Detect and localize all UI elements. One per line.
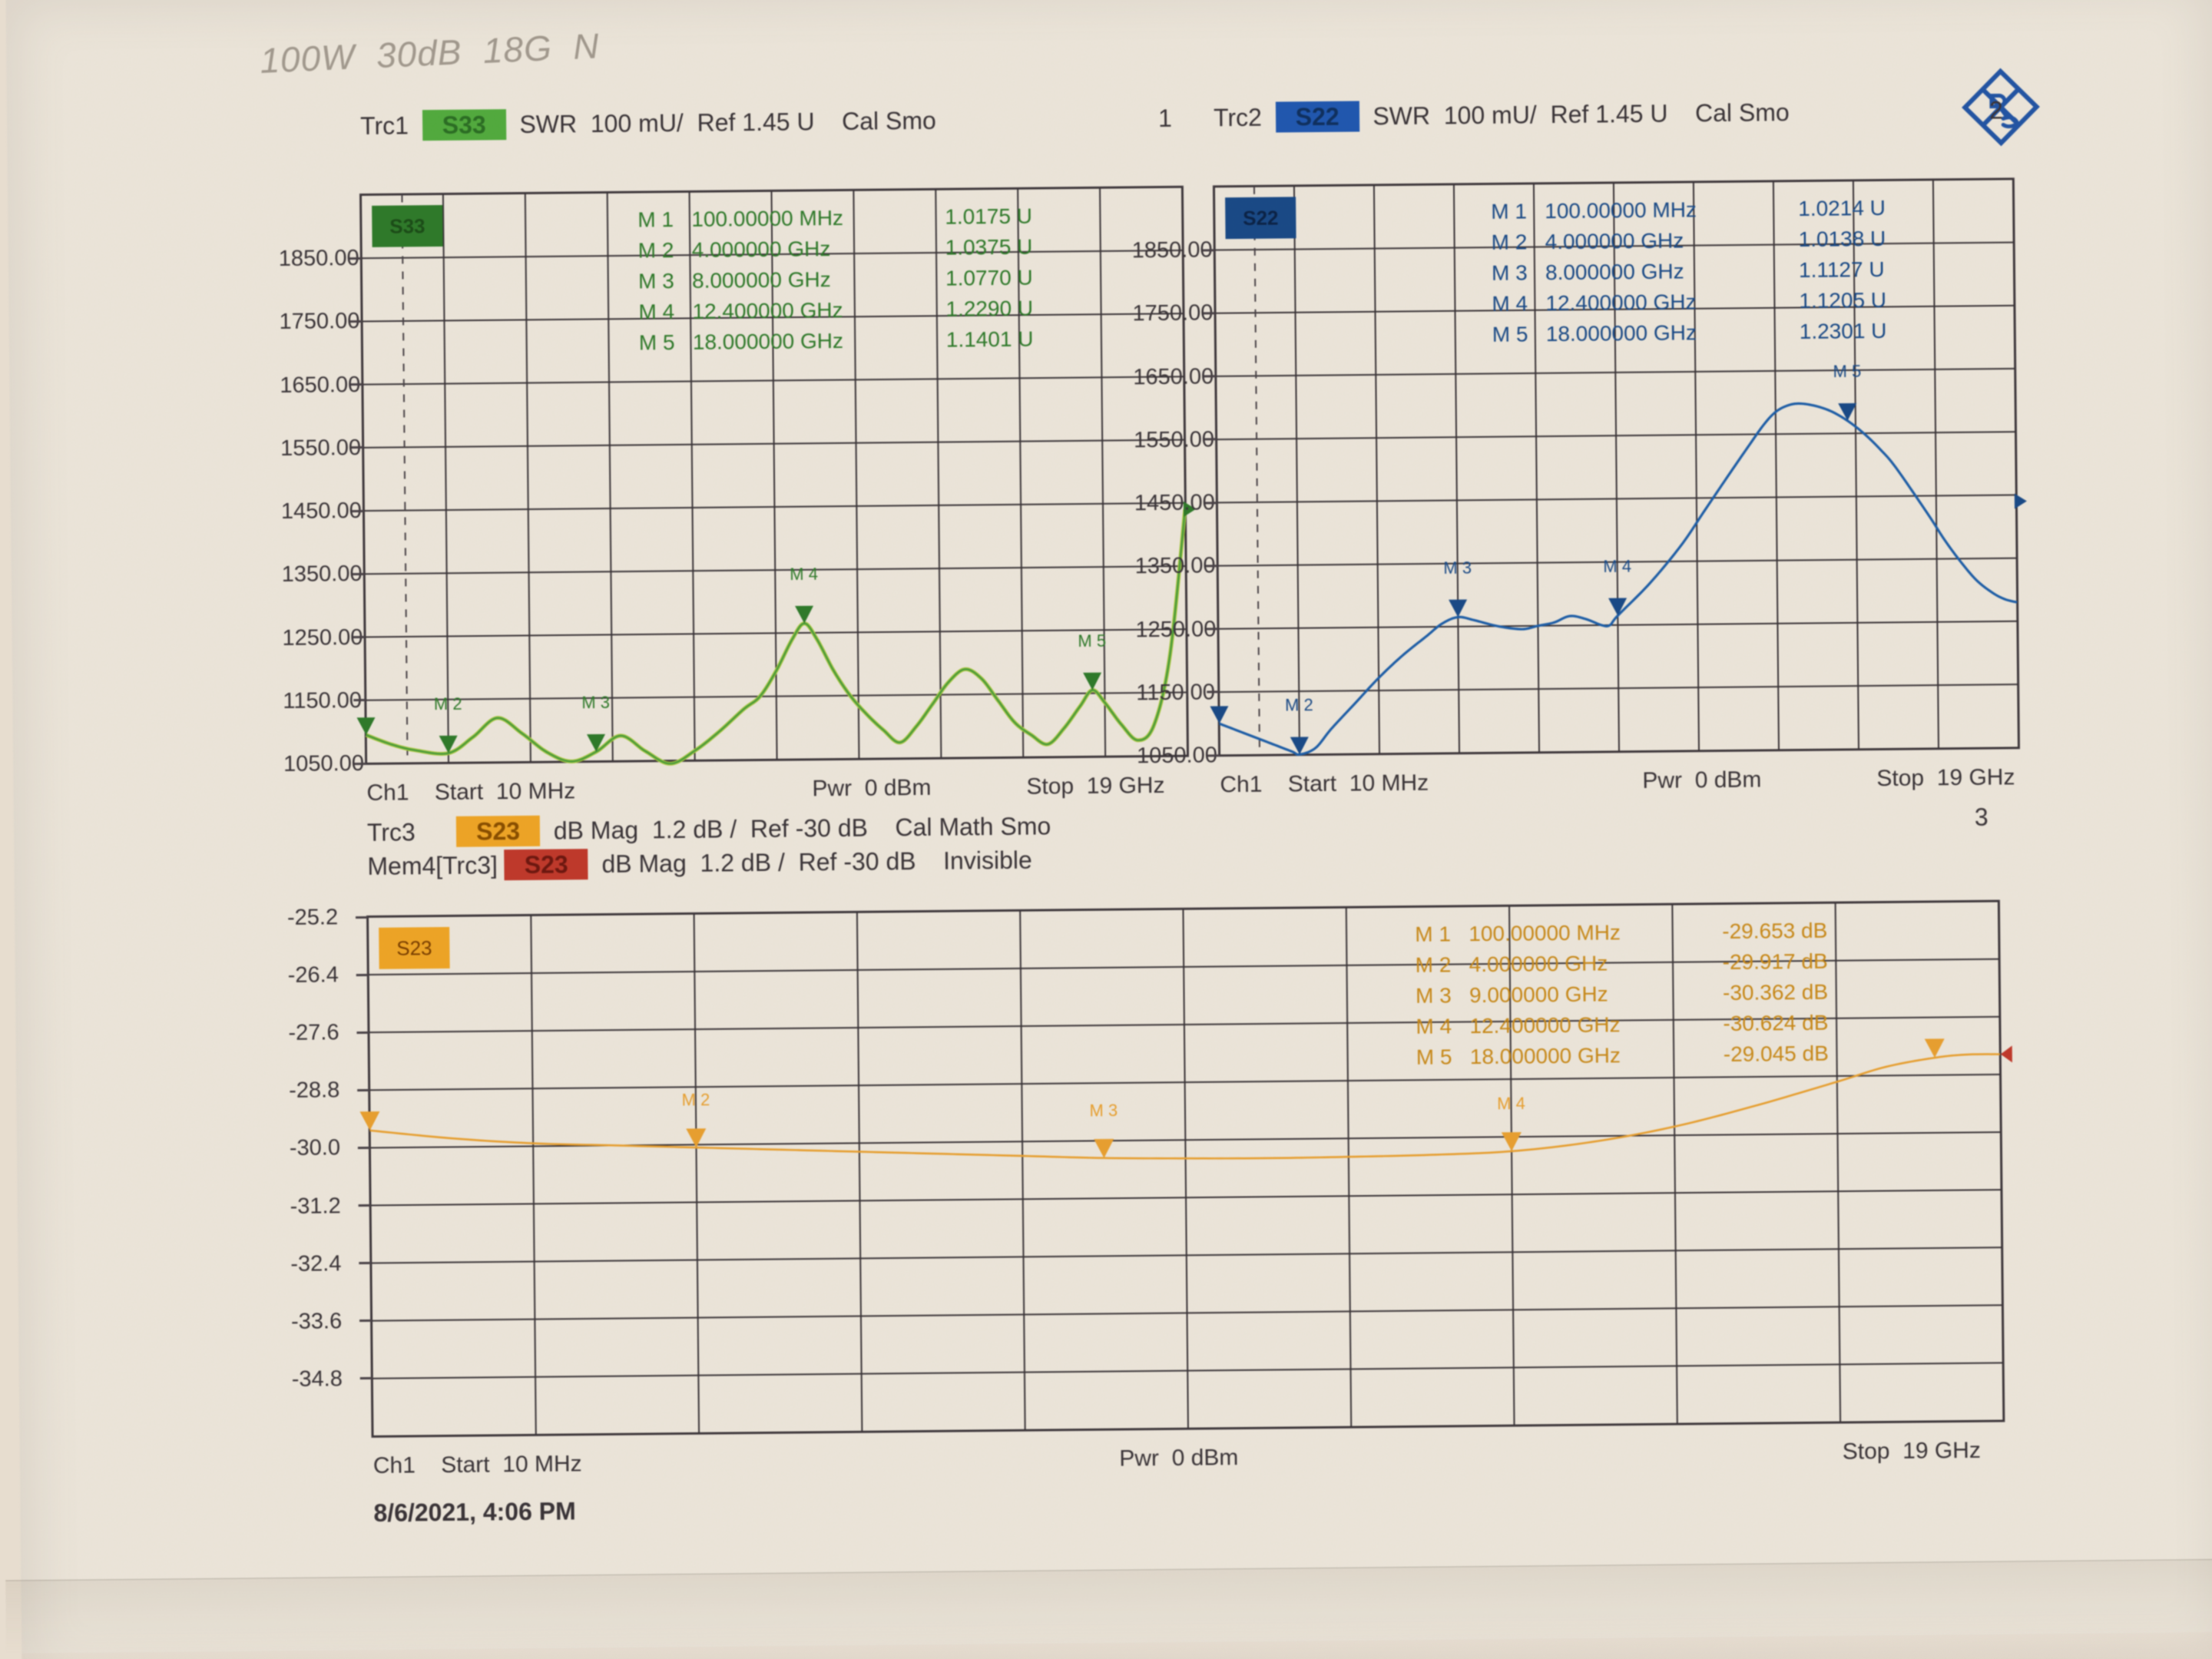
svg-text:M 2: M 2 [1285,695,1313,714]
svg-text:M 5: M 5 [1078,631,1106,651]
svg-text:M 3: M 3 [1089,1101,1118,1120]
svg-text:M 4: M 4 [1497,1094,1525,1113]
svg-text:M 4: M 4 [790,565,818,584]
svg-text:M 3: M 3 [1443,558,1472,578]
svg-text:M 2: M 2 [434,694,462,714]
svg-text:M 2: M 2 [681,1090,710,1109]
svg-text:M 3: M 3 [581,693,610,712]
svg-text:M 4: M 4 [1603,557,1631,576]
svg-text:M 5: M 5 [1833,362,1861,381]
